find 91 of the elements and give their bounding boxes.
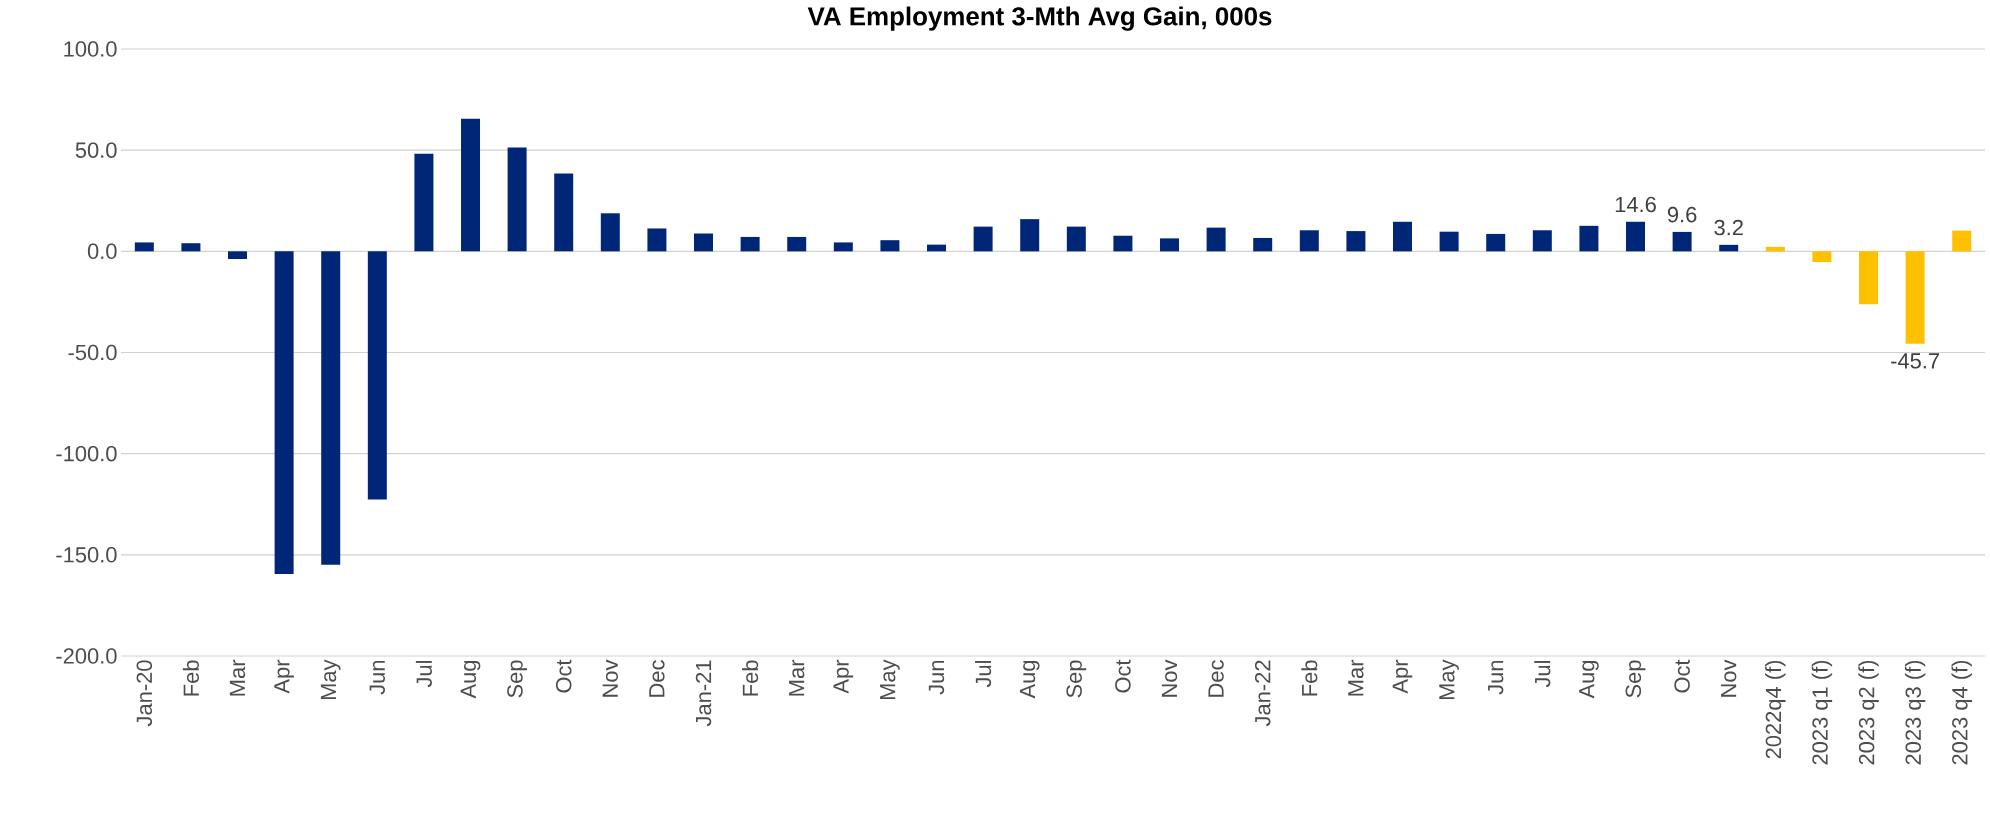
x-tick-label: Jan-22 xyxy=(1254,660,1271,727)
x-tick-label: Oct xyxy=(555,659,572,693)
bar xyxy=(1486,233,1506,252)
y-tick-label: 50.0 xyxy=(75,142,117,158)
bar xyxy=(1626,221,1646,252)
y-tick-label: -50.0 xyxy=(68,344,117,361)
y-tick-label: -200.0 xyxy=(56,648,117,664)
y-tick-label: 0.0 xyxy=(87,243,117,260)
x-tick-label: 2023 q3 (f) xyxy=(1904,660,1926,765)
bar xyxy=(973,226,993,252)
x-tick-label: Mar xyxy=(229,659,246,696)
bar xyxy=(927,244,947,252)
bar xyxy=(1532,230,1552,252)
bar xyxy=(1160,238,1180,252)
x-tick-label: Sep xyxy=(507,660,528,698)
x-tick-label: Jun xyxy=(928,660,945,695)
bar xyxy=(228,251,248,260)
x-tick-label: 2023 q4 (f) xyxy=(1951,660,1972,765)
bar xyxy=(833,242,853,252)
x-tick-label: May xyxy=(1439,659,1459,700)
bar xyxy=(274,251,294,575)
data-label: -45.7 xyxy=(1891,353,1939,369)
x-tick-label: Nov xyxy=(1161,659,1178,697)
data-label: 9.6 xyxy=(1667,206,1697,223)
bar xyxy=(1113,235,1133,252)
bar xyxy=(740,236,760,252)
x-tick-label: Jun xyxy=(369,660,385,695)
x-tick-label: 2023 q2 (f) xyxy=(1858,660,1879,765)
x-tick-label: May xyxy=(880,659,900,700)
x-tick-label: Jan-20 xyxy=(136,660,153,727)
x-tick-label: Jul xyxy=(1534,660,1551,688)
bar xyxy=(1439,231,1459,252)
bar xyxy=(414,153,434,252)
x-tick-label: Nov xyxy=(602,659,618,697)
bar xyxy=(880,240,900,252)
y-tick-label: -150.0 xyxy=(56,547,117,563)
x-tick-label: Dec xyxy=(649,660,665,697)
x-tick-label: Feb xyxy=(742,660,759,696)
x-tick-label: Aug xyxy=(460,660,481,699)
x-tick-label: Jul xyxy=(975,660,992,688)
bar xyxy=(1812,251,1832,263)
bar xyxy=(1299,230,1319,252)
bar xyxy=(647,228,667,252)
bar xyxy=(1020,219,1040,252)
x-tick-label: Feb xyxy=(182,660,199,696)
x-tick-label: Aug xyxy=(1579,660,1599,699)
bar xyxy=(1066,226,1086,252)
bar xyxy=(1253,237,1273,252)
x-tick-label: Oct xyxy=(1115,659,1131,693)
bar xyxy=(694,233,714,252)
x-tick-label: Apr xyxy=(833,659,854,694)
bar xyxy=(1905,251,1925,344)
x-tick-label: Mar xyxy=(789,659,805,696)
data-label: 3.2 xyxy=(1714,219,1743,236)
x-tick-label: Sep xyxy=(1066,660,1087,698)
bar xyxy=(600,213,620,252)
bar xyxy=(1859,251,1879,305)
bar xyxy=(1672,231,1692,252)
data-label: 14.6 xyxy=(1615,196,1656,213)
x-tick-label: Apr xyxy=(1392,659,1413,694)
y-tick-label: 100.0 xyxy=(64,41,117,57)
bar xyxy=(1719,244,1739,252)
x-tick-label: Dec xyxy=(1208,660,1224,697)
x-tick-label: Feb xyxy=(1301,660,1318,696)
bar xyxy=(787,236,807,252)
chart-title: VA Employment 3-Mth Avg Gain, 000s xyxy=(807,6,1272,31)
x-tick-label: Jun xyxy=(1488,660,1504,695)
x-tick-label: Mar xyxy=(1348,659,1364,696)
x-tick-label: Jan-21 xyxy=(695,660,712,727)
bar xyxy=(181,243,201,252)
bar xyxy=(507,147,527,252)
bar xyxy=(1206,227,1226,252)
x-tick-label: May xyxy=(320,659,341,700)
bar xyxy=(1346,231,1366,252)
x-tick-label: Jul xyxy=(415,660,432,688)
bar xyxy=(367,251,387,500)
bar xyxy=(134,242,154,252)
x-tick-label: Sep xyxy=(1625,660,1646,698)
x-tick-label: 2023 q1 (f) xyxy=(1811,660,1833,765)
bar xyxy=(321,251,341,565)
bar xyxy=(554,173,574,252)
bar xyxy=(1952,230,1972,252)
y-tick-label: -100.0 xyxy=(56,445,117,462)
x-tick-label: Nov xyxy=(1721,659,1737,697)
bar xyxy=(1393,221,1413,252)
x-tick-label: Aug xyxy=(1019,660,1040,699)
bar xyxy=(1579,225,1599,252)
bar xyxy=(461,118,481,252)
x-tick-label: Oct xyxy=(1674,659,1690,693)
x-tick-label: Apr xyxy=(274,659,294,694)
x-tick-label: 2022q4 (f) xyxy=(1765,660,1786,759)
